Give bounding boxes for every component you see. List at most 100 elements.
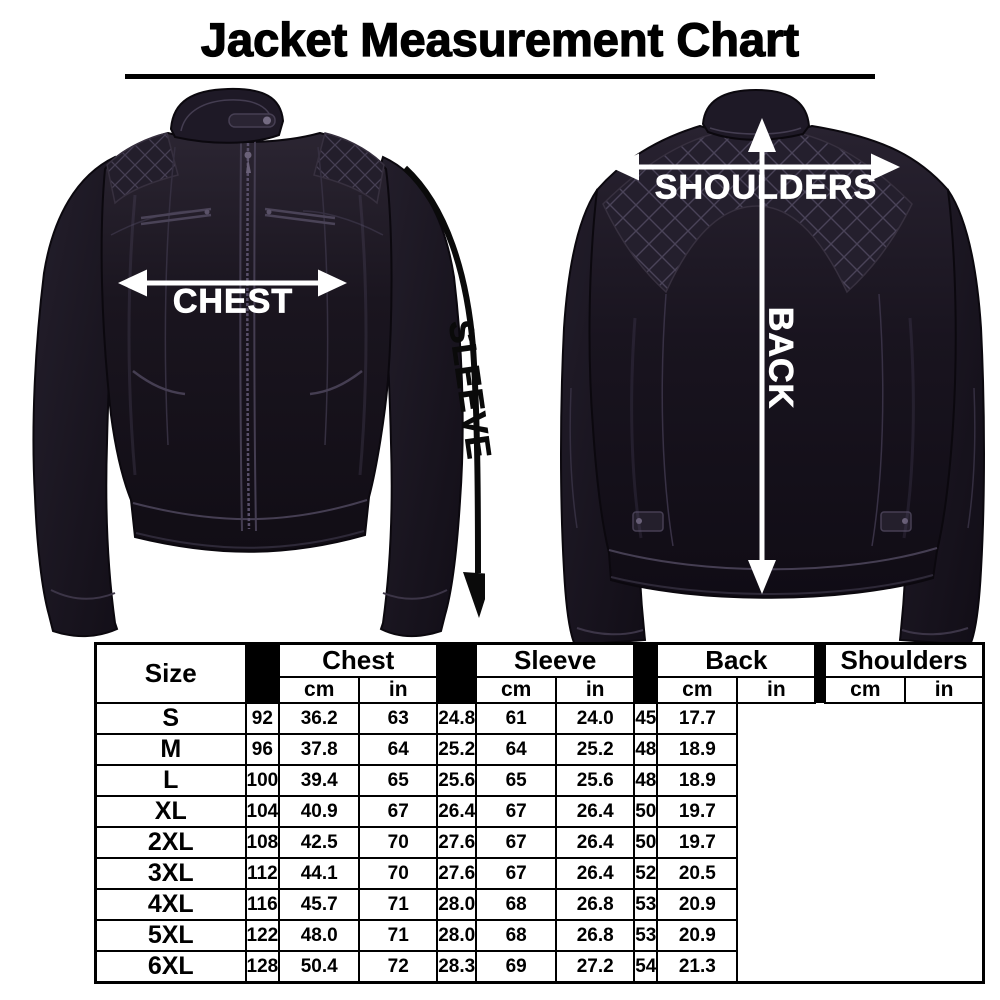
measurement-cell: 36.2 [278, 702, 361, 735]
measurement-cell: 100 [244, 764, 281, 797]
measurement-cell: 20.9 [656, 919, 739, 952]
back-arrow [748, 118, 776, 594]
table-row: M 96 37.8 64 25.2 64 25.2 48 18.9 [94, 733, 984, 766]
chest-arrow [118, 269, 347, 297]
measurement-cell: 18.9 [656, 764, 739, 797]
back-measure-label: BACK [761, 306, 800, 410]
table-row: 2XL 108 42.5 70 27.6 67 26.4 50 19.7 [94, 826, 984, 859]
measurement-cell: 48 [633, 764, 659, 797]
jacket-back-illustration [545, 88, 1000, 648]
back-collar [701, 88, 811, 141]
size-label: 4XL [94, 888, 247, 921]
measurement-cell: 27.6 [436, 826, 478, 859]
measurement-cell: 26.4 [555, 795, 636, 828]
measurement-cell: 72 [358, 950, 439, 984]
sleeve-group-header: Sleeve [475, 642, 636, 678]
chest-group-header: Chest [278, 642, 439, 678]
measurement-cell: 19.7 [656, 826, 739, 859]
unit-header-in: in [555, 676, 636, 704]
measurement-cell: 28.3 [436, 950, 478, 984]
table-row: 3XL 112 44.1 70 27.6 67 26.4 52 20.5 [94, 857, 984, 890]
measurement-cell: 25.2 [555, 733, 636, 766]
size-chart-table: Size Chest Sleeve Back Shoulders cm in c… [94, 642, 985, 984]
measurement-cell: 50.4 [278, 950, 361, 984]
measurement-cell: 17.7 [656, 702, 739, 735]
sleeve-arrow [402, 165, 485, 618]
measurement-cell: 21.3 [656, 950, 739, 984]
measurement-cell: 27.6 [436, 857, 478, 890]
page-title: Jacket Measurement Chart [200, 12, 800, 66]
size-label: 6XL [94, 950, 247, 984]
jacket-front-image [32, 87, 485, 638]
measurement-cell: 92 [244, 702, 281, 735]
measurement-cell: 48 [633, 733, 659, 766]
size-label: XL [94, 795, 247, 828]
measurement-cell: 54 [633, 950, 659, 984]
measurement-cell: 45.7 [278, 888, 361, 921]
title-block: Jacket Measurement Chart [125, 12, 875, 79]
measurement-cell: 71 [358, 888, 439, 921]
measurement-cell: 67 [358, 795, 439, 828]
measurement-cell: 63 [358, 702, 439, 735]
back-hem-straps [632, 511, 912, 532]
measurement-cell: 26.4 [555, 857, 636, 890]
measurement-cell: 67 [475, 826, 558, 859]
jacket-front-illustration [15, 85, 485, 643]
measurement-cell: 18.9 [656, 733, 739, 766]
measurement-cell: 70 [358, 857, 439, 890]
back-group-header: Back [656, 642, 817, 678]
measurement-cell: 52 [633, 857, 659, 890]
size-label: L [94, 764, 247, 797]
column-divider [634, 643, 658, 703]
unit-header-in: in [358, 676, 439, 704]
size-table-body: S 92 36.2 63 24.8 61 24.0 45 17.7 M 96 37.8 64 25.2 64… [94, 702, 984, 984]
measurement-cell: 67 [475, 795, 558, 828]
measurement-cell: 27.2 [555, 950, 636, 984]
shoulders-arrow [610, 153, 900, 181]
measurement-cell: 39.4 [278, 764, 361, 797]
table-row: XL 104 40.9 67 26.4 67 26.4 50 19.7 [94, 795, 984, 828]
measurement-cell: 24.0 [555, 702, 636, 735]
shoulders-group-header: Shoulders [824, 642, 985, 678]
measurement-cell: 64 [475, 733, 558, 766]
front-waist-pockets [132, 370, 363, 396]
measurement-cell: 108 [244, 826, 281, 859]
measurement-cell: 122 [244, 919, 281, 952]
column-divider [245, 643, 280, 703]
measurement-cell: 25.6 [555, 764, 636, 797]
table-row: 4XL 116 45.7 71 28.0 68 26.8 53 20.9 [94, 888, 984, 921]
size-label: 5XL [94, 919, 247, 952]
table-row: L 100 39.4 65 25.6 65 25.6 48 18.9 [94, 764, 984, 797]
measurement-cell: 53 [633, 888, 659, 921]
measurement-cell: 19.7 [656, 795, 739, 828]
measurement-cell: 28.0 [436, 888, 478, 921]
measurement-cell: 25.2 [436, 733, 478, 766]
size-label: M [94, 733, 247, 766]
chest-measure-label: CHEST [172, 282, 294, 321]
unit-header-in: in [904, 676, 985, 704]
measurement-cell: 37.8 [278, 733, 361, 766]
measurement-cell: 25.6 [436, 764, 478, 797]
front-chest-pockets [140, 207, 336, 226]
measurement-cell: 44.1 [278, 857, 361, 890]
measurement-cell: 40.9 [278, 795, 361, 828]
measurement-cell: 104 [244, 795, 281, 828]
measurement-cell: 26.8 [555, 888, 636, 921]
column-divider [815, 643, 826, 703]
measurement-cell: 20.5 [656, 857, 739, 890]
column-divider [437, 643, 477, 703]
measurement-cell: 48.0 [278, 919, 361, 952]
size-label: 3XL [94, 857, 247, 890]
front-collar [169, 87, 285, 144]
measurement-cell: 42.5 [278, 826, 361, 859]
measurement-cell: 96 [244, 733, 281, 766]
measurement-cell: 65 [358, 764, 439, 797]
measurement-cell: 50 [633, 795, 659, 828]
measurement-cell: 45 [633, 702, 659, 735]
shoulders-measure-label: SHOULDERS [654, 168, 878, 207]
size-label: S [94, 702, 247, 735]
size-column-header: Size [94, 642, 247, 704]
measurement-cell: 53 [633, 919, 659, 952]
measurement-cell: 50 [633, 826, 659, 859]
measurement-cell: 68 [475, 888, 558, 921]
